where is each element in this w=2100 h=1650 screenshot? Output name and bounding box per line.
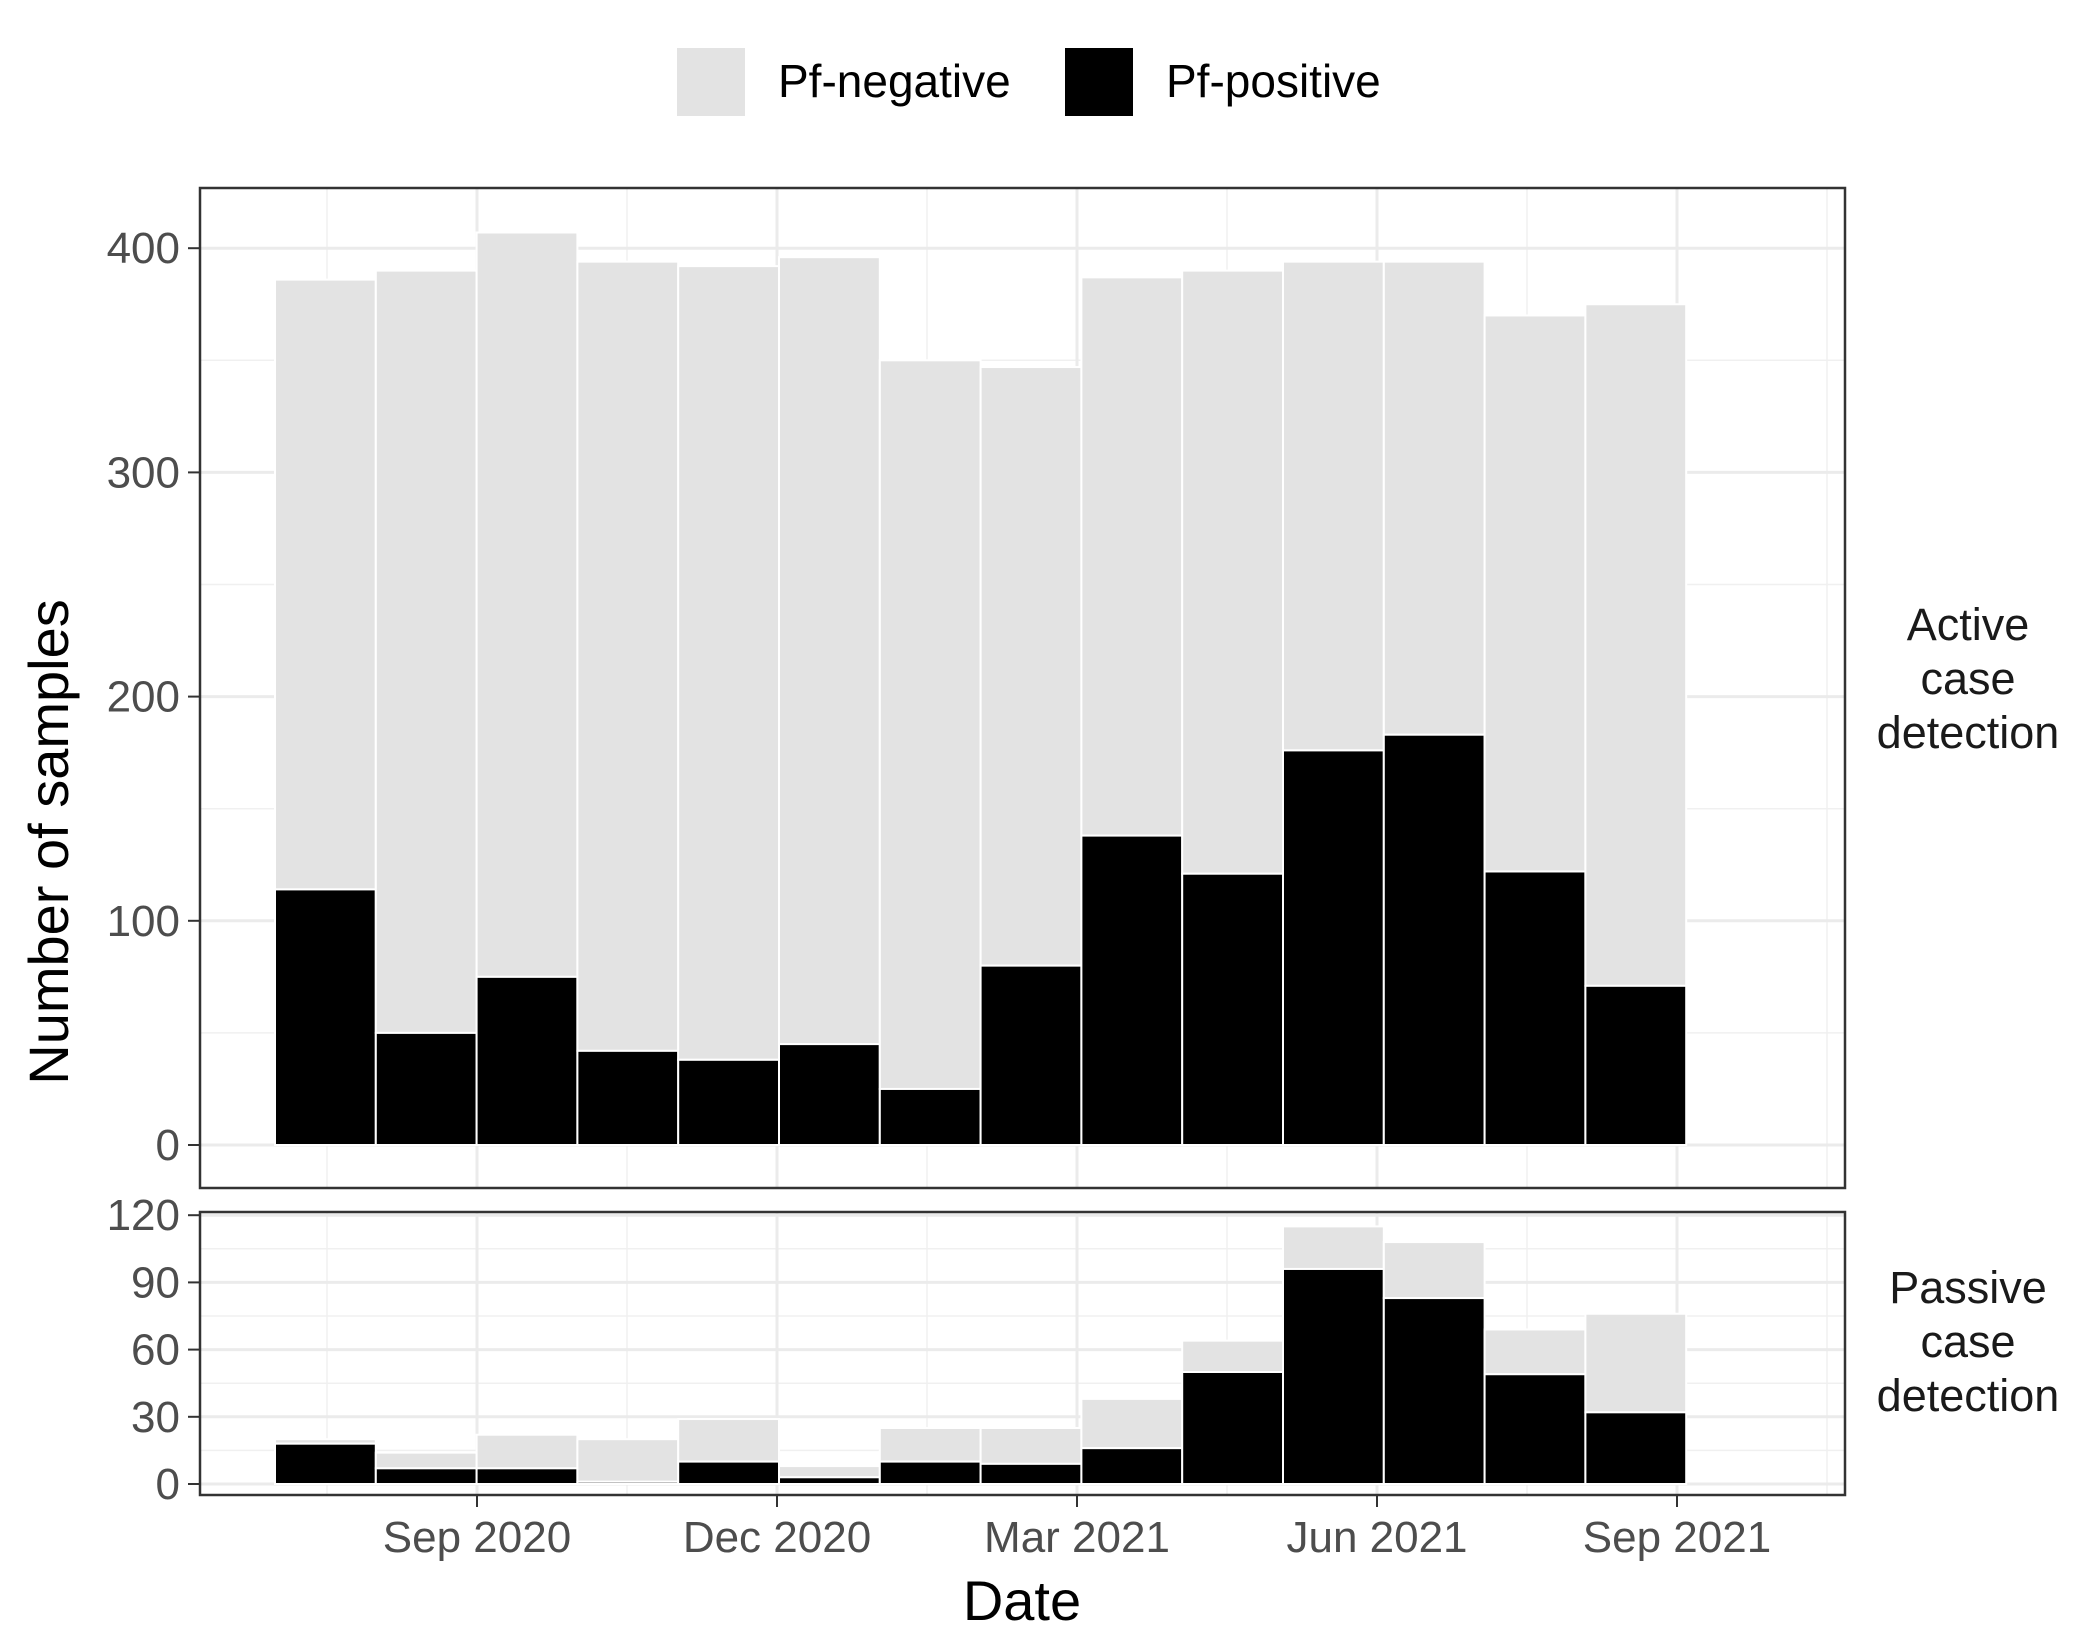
- bar-positive-dec-2020: [778, 1476, 881, 1486]
- bar-negative-aug-2020: [374, 1451, 478, 1470]
- bar-positive-oct-2020: [576, 1480, 680, 1486]
- y-tick-label: 60: [131, 1326, 180, 1375]
- bar-positive-aug-2021: [1584, 984, 1688, 1146]
- bar-positive-jun-2021: [1382, 733, 1486, 1146]
- legend-key-positive: [1065, 48, 1133, 116]
- bar-positive-sep-2020: [475, 1467, 579, 1485]
- bar-positive-aug-2020: [374, 1031, 478, 1147]
- facet-strip-row-b: case: [1920, 653, 2015, 704]
- y-tick-label: 200: [107, 673, 180, 722]
- bar-positive-mar-2021: [1080, 834, 1184, 1146]
- bar-positive-apr-2021: [1181, 872, 1284, 1147]
- bar-negative-jun-2021: [1382, 260, 1486, 736]
- x-tick-label: Sep 2020: [383, 1513, 571, 1562]
- panel-passive: 0 30 60 90 120 Passive case detection: [107, 1191, 2060, 1509]
- bar-positive-jul-2021: [1483, 1373, 1587, 1485]
- bar-negative-jun-2021: [1382, 1241, 1486, 1300]
- bar-positive-jan-2021: [878, 1460, 982, 1485]
- y-tick-label: 30: [131, 1393, 180, 1442]
- bar-positive-aug-2021: [1584, 1411, 1688, 1485]
- bar-positive-nov-2020: [677, 1460, 781, 1485]
- y-tick-label: 90: [131, 1258, 180, 1307]
- bar-negative-sep-2020: [475, 231, 579, 978]
- bar-negative-aug-2021: [1584, 303, 1688, 987]
- bar-negative-nov-2020: [677, 265, 781, 1061]
- bar-negative-nov-2020: [677, 1418, 781, 1463]
- bar-negative-may-2021: [1282, 260, 1385, 752]
- bar-positive-feb-2021: [979, 964, 1083, 1147]
- bar-negative-feb-2021: [979, 366, 1083, 967]
- bar-negative-dec-2020: [778, 256, 881, 1046]
- facet-strip-row-c: detection: [1877, 707, 2060, 758]
- bar-negative-jul-2020: [274, 278, 377, 891]
- facet-strip-label: Passive case detection: [1877, 1262, 2060, 1421]
- bar-negative-oct-2020: [576, 1438, 680, 1483]
- bar-negative-apr-2021: [1181, 269, 1284, 875]
- facet-strip-row-c: detection: [1877, 1370, 2060, 1421]
- bar-positive-dec-2020: [778, 1043, 881, 1146]
- y-tick-label: 0: [156, 1460, 180, 1509]
- bar-positive-jun-2021: [1382, 1297, 1486, 1485]
- panel-border: [198, 1210, 1847, 1497]
- y-axis-title: Number of samples: [17, 599, 80, 1085]
- bar-positive-feb-2021: [979, 1462, 1083, 1485]
- facet-strip-row-b: case: [1920, 1316, 2015, 1367]
- bar-positive-may-2021: [1282, 749, 1385, 1147]
- bar-positive-apr-2021: [1181, 1371, 1284, 1485]
- bar-negative-sep-2020: [475, 1433, 579, 1470]
- x-axis: Sep 2020 Dec 2020 Mar 2021 Jun 2021 Sep 2021: [383, 1495, 1771, 1562]
- bar-negative-feb-2021: [979, 1427, 1083, 1465]
- x-tick-label: Sep 2021: [1583, 1513, 1771, 1562]
- x-tick-label: Jun 2021: [1286, 1513, 1467, 1562]
- panel-active: 0 100 200 300 400 Active case detection: [107, 186, 2060, 1190]
- bar-negative-oct-2020: [576, 260, 680, 1052]
- bar-negative-jan-2021: [878, 359, 982, 1090]
- y-tick-label: 400: [107, 224, 180, 273]
- facet-strip-row-a: Passive: [1889, 1262, 2047, 1313]
- bar-positive-jan-2021: [878, 1087, 982, 1146]
- facet-strip-label: Active case detection: [1877, 599, 2060, 758]
- legend-key-negative: [677, 48, 745, 116]
- x-tick-label: Dec 2020: [683, 1513, 871, 1562]
- bar-positive-jul-2021: [1483, 870, 1587, 1146]
- bar-negative-jan-2021: [878, 1427, 982, 1463]
- y-tick-label: 120: [107, 1191, 180, 1240]
- bar-positive-oct-2020: [576, 1049, 680, 1147]
- x-tick-label: Mar 2021: [984, 1513, 1170, 1562]
- panel-border: [198, 186, 1847, 1190]
- y-tick-label: 300: [107, 448, 180, 497]
- bar-positive-jul-2020: [274, 1442, 377, 1486]
- x-axis-title: Date: [963, 1569, 1081, 1632]
- legend-label-positive: Pf-positive: [1166, 55, 1381, 107]
- bar-positive-nov-2020: [677, 1058, 781, 1146]
- y-tick-label: 100: [107, 897, 180, 946]
- bar-negative-dec-2020: [778, 1465, 881, 1479]
- bar-positive-mar-2021: [1080, 1447, 1184, 1486]
- bar-negative-jul-2021: [1483, 1328, 1587, 1376]
- bar-positive-jul-2020: [274, 888, 377, 1146]
- bar-positive-sep-2020: [475, 975, 579, 1146]
- bar-negative-aug-2021: [1584, 1312, 1688, 1414]
- bar-negative-apr-2021: [1181, 1339, 1284, 1374]
- bar-positive-may-2021: [1282, 1267, 1385, 1485]
- bar-positive-aug-2020: [374, 1467, 478, 1485]
- legend-label-negative: Pf-negative: [778, 55, 1011, 107]
- facet-strip-row-a: Active: [1907, 599, 2030, 650]
- bar-negative-mar-2021: [1080, 276, 1184, 837]
- bar-negative-aug-2020: [374, 269, 478, 1034]
- y-tick-label: 0: [156, 1121, 180, 1170]
- bar-negative-mar-2021: [1080, 1397, 1184, 1450]
- bar-negative-may-2021: [1282, 1225, 1385, 1270]
- legend: Pf-negative Pf-positive: [677, 48, 1381, 116]
- bar-negative-jul-2021: [1483, 314, 1587, 873]
